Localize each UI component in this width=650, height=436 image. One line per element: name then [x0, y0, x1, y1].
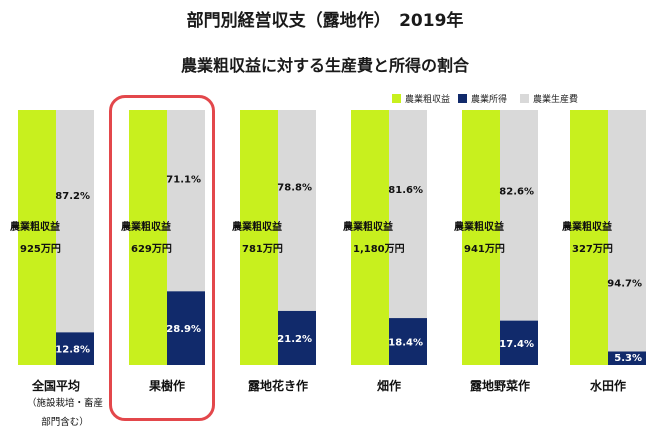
- chart-subtitle: 農業粗収益に対する生産費と所得の割合: [180, 56, 469, 75]
- legend-label-revenue: 農業粗収益: [405, 95, 451, 105]
- revenue-bar: [462, 110, 500, 365]
- cost-value-label: 78.8%: [277, 182, 312, 193]
- category-label: 水田作: [589, 379, 626, 393]
- revenue-value-label: 327万円: [572, 243, 613, 255]
- category-label: 全国平均: [31, 379, 80, 393]
- revenue-bar: [18, 110, 56, 365]
- legend-label-cost: 農業生産費: [533, 95, 579, 105]
- category-label: 畑作: [376, 379, 401, 393]
- legend-item-revenue: 農業粗収益: [392, 92, 450, 105]
- revenue-label: 農業粗収益: [454, 220, 504, 233]
- category-label: 露地花き作: [247, 379, 308, 393]
- revenue-value-label: 925万円: [20, 243, 61, 255]
- income-bar: [608, 351, 646, 365]
- cost-bar: [278, 110, 316, 311]
- cost-value-label: 94.7%: [607, 278, 642, 289]
- revenue-value-label: 629万円: [131, 243, 172, 255]
- revenue-bar: [351, 110, 389, 365]
- legend-swatch-income: [458, 94, 467, 103]
- category-note-line-2: 部門含む）: [41, 417, 89, 428]
- income-value-label: 28.9%: [166, 324, 201, 335]
- revenue-label: 農業粗収益: [343, 220, 393, 233]
- income-bar: [56, 332, 94, 365]
- revenue-bar: [240, 110, 278, 365]
- legend-swatch-revenue: [392, 94, 401, 103]
- cost-bar: [500, 110, 538, 321]
- legend-item-cost: 農業生産費: [520, 92, 578, 105]
- legend-item-income: 農業所得: [458, 92, 507, 105]
- cost-bar: [608, 110, 646, 352]
- cost-bar: [56, 110, 94, 333]
- income-bar: [167, 291, 205, 365]
- revenue-value-label: 781万円: [242, 243, 283, 255]
- cost-value-label: 87.2%: [55, 191, 90, 202]
- income-value-label: 12.8%: [55, 345, 90, 356]
- highlight-frame: [109, 95, 215, 421]
- income-value-label: 17.4%: [499, 339, 534, 350]
- revenue-label: 農業粗収益: [121, 220, 171, 233]
- category-note: （施設栽培・畜産 部門含む）: [5, 394, 125, 432]
- cost-bar: [167, 110, 205, 292]
- legend-label-income: 農業所得: [471, 95, 508, 105]
- income-value-label: 18.4%: [388, 338, 423, 349]
- revenue-value-label: 1,180万円: [353, 243, 405, 255]
- legend-swatch-cost: [520, 94, 529, 103]
- category-label: 露地野菜作: [469, 379, 530, 393]
- chart-title: 部門別経営収支（露地作） 2019年: [186, 11, 464, 31]
- revenue-bar: [129, 110, 167, 365]
- revenue-label: 農業粗収益: [10, 220, 60, 233]
- income-bar: [500, 320, 538, 365]
- revenue-label: 農業粗収益: [562, 220, 612, 233]
- category-note-line-1: （施設栽培・畜産: [26, 398, 103, 409]
- income-value-label: 5.3%: [614, 353, 642, 364]
- income-bar: [278, 310, 316, 365]
- cost-value-label: 81.6%: [388, 185, 423, 196]
- income-bar: [389, 318, 427, 365]
- revenue-bar: [570, 110, 608, 365]
- cost-value-label: 71.1%: [166, 175, 201, 186]
- cost-bar: [389, 110, 427, 319]
- revenue-label: 農業粗収益: [232, 220, 282, 233]
- category-label: 果樹作: [148, 379, 185, 393]
- income-value-label: 21.2%: [277, 334, 312, 345]
- revenue-value-label: 941万円: [464, 243, 505, 255]
- cost-value-label: 82.6%: [499, 186, 534, 197]
